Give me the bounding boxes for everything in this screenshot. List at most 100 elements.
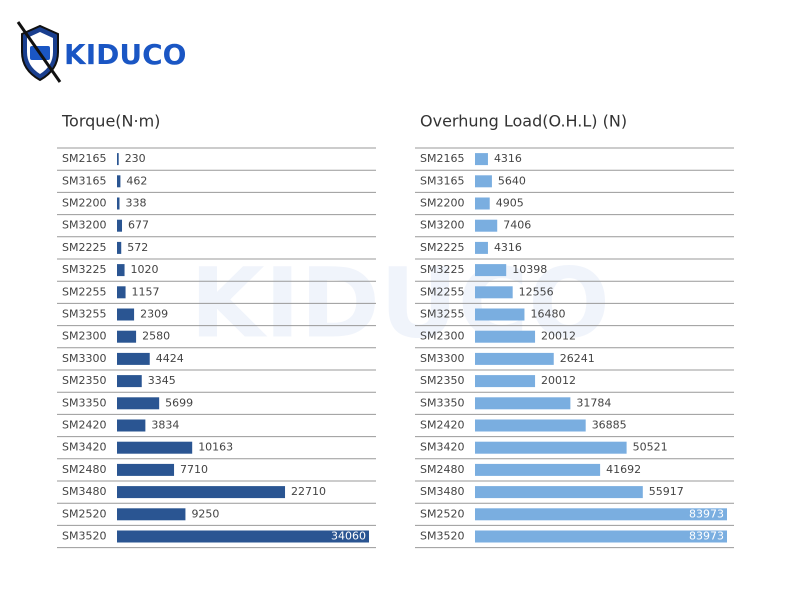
value-label: 338 bbox=[126, 197, 147, 210]
value-label: 41692 bbox=[606, 463, 641, 476]
value-label: 36885 bbox=[592, 419, 627, 432]
value-label: 7710 bbox=[180, 463, 208, 476]
value-label: 4905 bbox=[496, 197, 524, 210]
bar bbox=[475, 508, 727, 521]
category-label: SM2200 bbox=[62, 197, 106, 210]
value-label: 50521 bbox=[633, 441, 668, 454]
category-label: SM2200 bbox=[420, 197, 464, 210]
bar bbox=[475, 486, 643, 499]
bar bbox=[117, 419, 146, 432]
category-label: SM3480 bbox=[62, 485, 106, 498]
bar bbox=[117, 486, 286, 499]
category-label: SM3350 bbox=[420, 396, 464, 409]
bar bbox=[475, 153, 488, 166]
bar bbox=[117, 197, 120, 210]
value-label: 22710 bbox=[291, 485, 326, 498]
bar bbox=[117, 264, 125, 277]
category-label: SM2480 bbox=[62, 463, 106, 476]
value-label: 572 bbox=[127, 241, 148, 254]
value-label: 83973 bbox=[689, 530, 724, 543]
value-label: 4316 bbox=[494, 152, 522, 165]
bar bbox=[117, 441, 193, 454]
category-label: SM3420 bbox=[420, 441, 464, 454]
value-label: 1020 bbox=[131, 263, 159, 276]
bar bbox=[475, 197, 490, 210]
value-label: 3345 bbox=[148, 374, 176, 387]
bar bbox=[475, 286, 513, 299]
category-label: SM2165 bbox=[420, 152, 464, 165]
bar bbox=[475, 264, 507, 277]
category-label: SM2225 bbox=[62, 241, 106, 254]
bar bbox=[117, 308, 135, 321]
value-label: 462 bbox=[126, 174, 147, 187]
bar bbox=[117, 241, 122, 254]
value-label: 677 bbox=[128, 219, 149, 232]
value-label: 5699 bbox=[165, 396, 193, 409]
bar bbox=[117, 375, 142, 388]
value-label: 26241 bbox=[560, 352, 595, 365]
category-label: SM3480 bbox=[420, 485, 464, 498]
chart-title: Torque(N·m) bbox=[61, 112, 160, 131]
category-label: SM3255 bbox=[420, 308, 464, 321]
bar bbox=[475, 308, 525, 321]
category-label: SM3225 bbox=[420, 263, 464, 276]
bar bbox=[117, 219, 123, 232]
value-label: 230 bbox=[125, 152, 146, 165]
bar bbox=[117, 153, 119, 166]
category-label: SM3300 bbox=[62, 352, 106, 365]
bar bbox=[117, 286, 126, 299]
bar bbox=[475, 175, 492, 188]
category-label: SM3420 bbox=[62, 441, 106, 454]
category-label: SM3200 bbox=[62, 219, 106, 232]
value-label: 31784 bbox=[576, 396, 611, 409]
bar bbox=[475, 419, 586, 432]
bar bbox=[475, 241, 488, 254]
category-label: SM2255 bbox=[62, 285, 106, 298]
bar bbox=[475, 375, 536, 388]
value-label: 10398 bbox=[512, 263, 547, 276]
category-label: SM2350 bbox=[62, 374, 106, 387]
bar bbox=[475, 441, 627, 454]
category-label: SM2520 bbox=[62, 507, 106, 520]
category-label: SM3200 bbox=[420, 219, 464, 232]
bar bbox=[117, 352, 150, 365]
category-label: SM2225 bbox=[420, 241, 464, 254]
value-label: 1157 bbox=[132, 285, 160, 298]
value-label: 4424 bbox=[156, 352, 184, 365]
value-label: 83973 bbox=[689, 507, 724, 520]
category-label: SM2300 bbox=[420, 330, 464, 343]
category-label: SM2350 bbox=[420, 374, 464, 387]
bar bbox=[475, 219, 498, 232]
value-label: 16480 bbox=[530, 308, 565, 321]
bar bbox=[475, 463, 601, 476]
value-label: 10163 bbox=[198, 441, 233, 454]
bar bbox=[117, 330, 137, 343]
category-label: SM2480 bbox=[420, 463, 464, 476]
value-label: 34060 bbox=[331, 530, 366, 543]
bar bbox=[475, 530, 727, 543]
category-label: SM2420 bbox=[62, 419, 106, 432]
value-label: 20012 bbox=[541, 374, 576, 387]
bar bbox=[117, 397, 160, 410]
category-label: SM3520 bbox=[62, 530, 106, 543]
category-label: SM2165 bbox=[62, 152, 106, 165]
value-label: 4316 bbox=[494, 241, 522, 254]
value-label: 20012 bbox=[541, 330, 576, 343]
bar bbox=[117, 175, 121, 188]
value-label: 3834 bbox=[151, 419, 179, 432]
bar bbox=[117, 530, 369, 543]
value-label: 5640 bbox=[498, 174, 526, 187]
category-label: SM3520 bbox=[420, 530, 464, 543]
value-label: 9250 bbox=[191, 507, 219, 520]
value-label: 2580 bbox=[142, 330, 170, 343]
bar bbox=[475, 330, 536, 343]
category-label: SM3255 bbox=[62, 308, 106, 321]
bar bbox=[117, 508, 186, 521]
logo-icon bbox=[16, 21, 62, 83]
bar bbox=[117, 463, 175, 476]
bar bbox=[475, 397, 571, 410]
category-label: SM3225 bbox=[62, 263, 106, 276]
chart-title: Overhung Load(O.H.L) (N) bbox=[420, 112, 627, 131]
